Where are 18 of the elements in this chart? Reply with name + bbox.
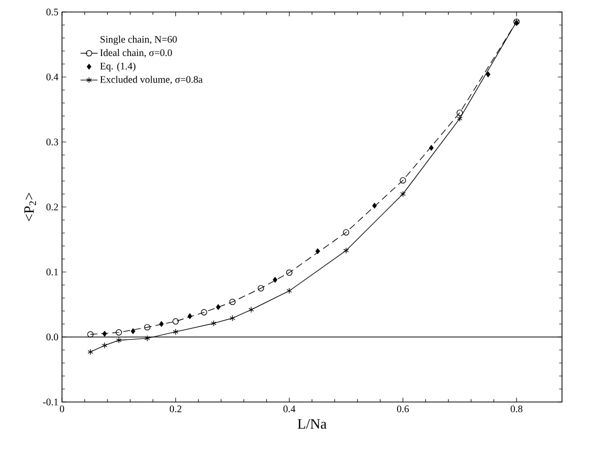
y-tick-label: 0.0: [46, 334, 58, 340]
legend-label: Excluded volume, σ=0.8a: [100, 76, 203, 84]
y-tick-label: 0.1: [46, 268, 58, 276]
y-tick-label: -0.1: [43, 398, 58, 406]
legend-label: Ideal chain, σ=0.0: [100, 49, 172, 58]
x-tick-label: 0: [60, 406, 64, 412]
y-tick-label: 0.5: [46, 8, 58, 16]
legend-label: Eq. (1.4): [100, 62, 136, 72]
x-tick-label: 0.8: [510, 406, 522, 412]
x-axis-title: L/Na: [298, 419, 327, 429]
y-tick-label: 0.2: [46, 204, 58, 210]
x-tick-label: 0.4: [283, 406, 296, 412]
legend-title: Single chain, N=60: [100, 36, 177, 45]
y-tick-label: 0.4: [46, 74, 58, 80]
x-tick-label: 0.2: [170, 406, 182, 412]
y-axis-title: <P$_{2}$>: [24, 192, 36, 222]
x-tick-label: 0.6: [397, 406, 409, 412]
y-tick-label: 0.3: [46, 138, 58, 146]
